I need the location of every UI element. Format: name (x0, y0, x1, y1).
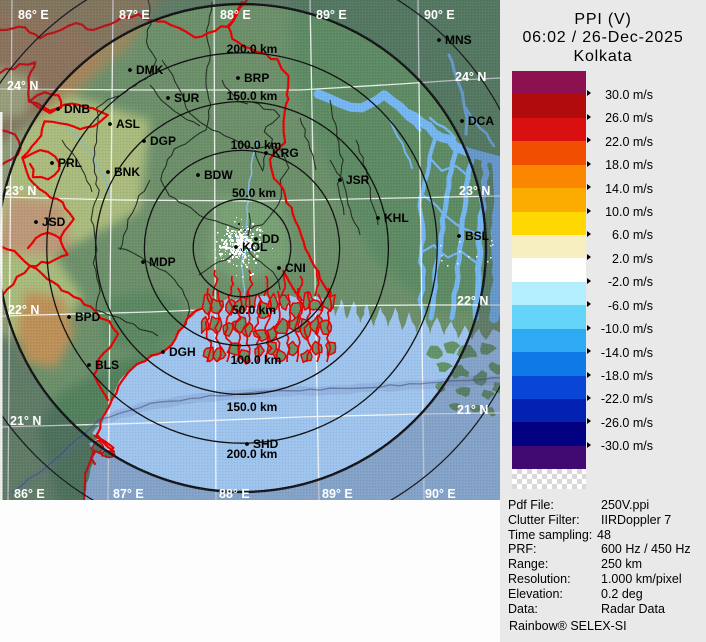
svg-text:MNS: MNS (445, 33, 472, 47)
svg-text:BPD: BPD (75, 310, 101, 324)
svg-text:BDW: BDW (204, 168, 233, 182)
svg-text:150.0 km: 150.0 km (227, 89, 278, 103)
svg-text:ASL: ASL (116, 117, 140, 131)
svg-text:50.0 km: 50.0 km (232, 186, 276, 200)
svg-text:90° E: 90° E (424, 8, 455, 22)
svg-text:89° E: 89° E (316, 8, 347, 22)
svg-text:21° N: 21° N (10, 414, 41, 428)
svg-text:BRP: BRP (244, 71, 269, 85)
svg-text:22° N: 22° N (8, 303, 39, 317)
svg-text:DGP: DGP (150, 134, 176, 148)
svg-text:DNB: DNB (64, 102, 90, 116)
svg-text:SUR: SUR (174, 91, 200, 105)
svg-text:BSL: BSL (465, 229, 489, 243)
svg-text:87° E: 87° E (119, 8, 150, 22)
svg-text:BNK: BNK (114, 165, 140, 179)
svg-text:MDP: MDP (149, 255, 176, 269)
svg-text:88° E: 88° E (220, 8, 251, 22)
svg-text:87° E: 87° E (113, 487, 144, 500)
svg-text:DCA: DCA (468, 114, 494, 128)
svg-text:KRG: KRG (272, 146, 299, 160)
svg-text:89° E: 89° E (322, 487, 353, 500)
svg-text:22° N: 22° N (457, 294, 488, 308)
svg-text:DGH: DGH (169, 345, 196, 359)
svg-text:KHL: KHL (384, 211, 409, 225)
svg-text:JSR: JSR (346, 173, 370, 187)
svg-text:200.0 km: 200.0 km (227, 42, 278, 56)
svg-text:24° N: 24° N (7, 79, 38, 93)
svg-text:21° N: 21° N (457, 403, 488, 417)
svg-text:BLS: BLS (95, 358, 119, 372)
svg-text:100.0 km: 100.0 km (231, 138, 282, 152)
svg-text:23° N: 23° N (459, 184, 490, 198)
svg-text:DMK: DMK (136, 63, 164, 77)
svg-text:DD: DD (262, 232, 280, 246)
svg-text:PRL: PRL (58, 156, 82, 170)
svg-text:23° N: 23° N (5, 184, 36, 198)
svg-text:150.0 km: 150.0 km (227, 400, 278, 414)
svg-text:88° E: 88° E (219, 487, 250, 500)
svg-text:CNI: CNI (285, 261, 306, 275)
svg-text:KOL: KOL (242, 240, 267, 254)
svg-text:24° N: 24° N (455, 70, 486, 84)
svg-text:JSD: JSD (42, 215, 66, 229)
svg-text:86° E: 86° E (14, 487, 45, 500)
svg-text:50.0 km: 50.0 km (232, 303, 276, 317)
svg-text:90° E: 90° E (425, 487, 456, 500)
svg-text:100.0 km: 100.0 km (231, 353, 282, 367)
svg-text:SHD: SHD (253, 437, 279, 451)
svg-text:86° E: 86° E (18, 8, 49, 22)
svg-text:200.0 km: 200.0 km (227, 447, 278, 461)
